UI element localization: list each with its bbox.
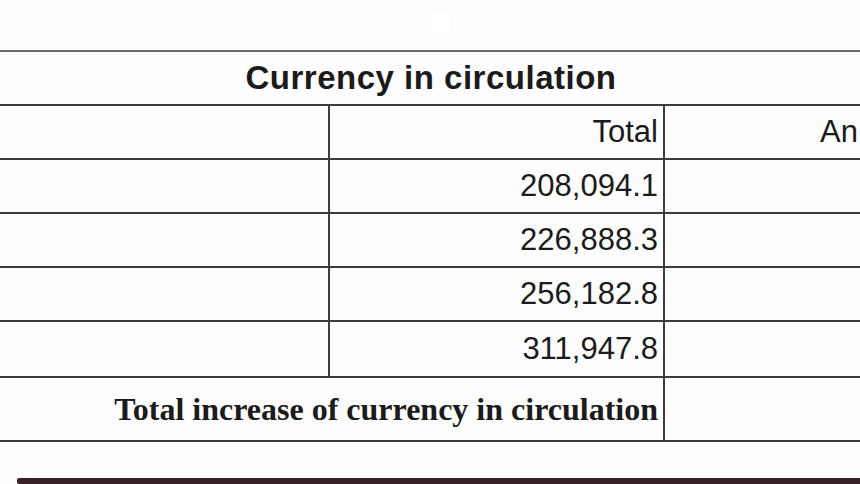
- currency-in-circulation-table: Currency in circulation Total An 208,094…: [0, 50, 860, 442]
- header-cell-annual-clipped: An: [665, 106, 860, 158]
- table-row: 208,094.1: [0, 160, 860, 214]
- total-value-cell: 208,094.1: [330, 160, 665, 212]
- footer-row: Total increase of currency in circulatio…: [0, 378, 860, 442]
- row-label-cell: [0, 214, 330, 266]
- table-row: 226,888.3: [0, 214, 860, 268]
- annual-value-cell: [665, 160, 860, 212]
- annual-value-cell: [665, 268, 860, 320]
- annual-value-cell: [665, 214, 860, 266]
- footer-value-cell: [665, 378, 860, 440]
- table-row: 256,182.8: [0, 268, 860, 322]
- total-value-cell: 256,182.8: [330, 268, 665, 320]
- header-row: Total An: [0, 106, 860, 160]
- table-title: Currency in circulation: [0, 52, 860, 104]
- title-row: Currency in circulation: [0, 52, 860, 106]
- header-cell-total: Total: [330, 106, 665, 158]
- header-cell-blank: [0, 106, 330, 158]
- row-label-cell: [0, 160, 330, 212]
- annual-value-cell: [665, 322, 860, 376]
- footer-label-cell: Total increase of currency in circulatio…: [0, 378, 665, 440]
- total-value-cell: 311,947.8: [330, 322, 665, 376]
- total-value-cell: 226,888.3: [330, 214, 665, 266]
- table-row: 311,947.8: [0, 322, 860, 378]
- compression-artifact-blob: [428, 13, 450, 33]
- row-label-cell: [0, 322, 330, 376]
- video-progress-bar[interactable]: [17, 478, 860, 484]
- row-label-cell: [0, 268, 330, 320]
